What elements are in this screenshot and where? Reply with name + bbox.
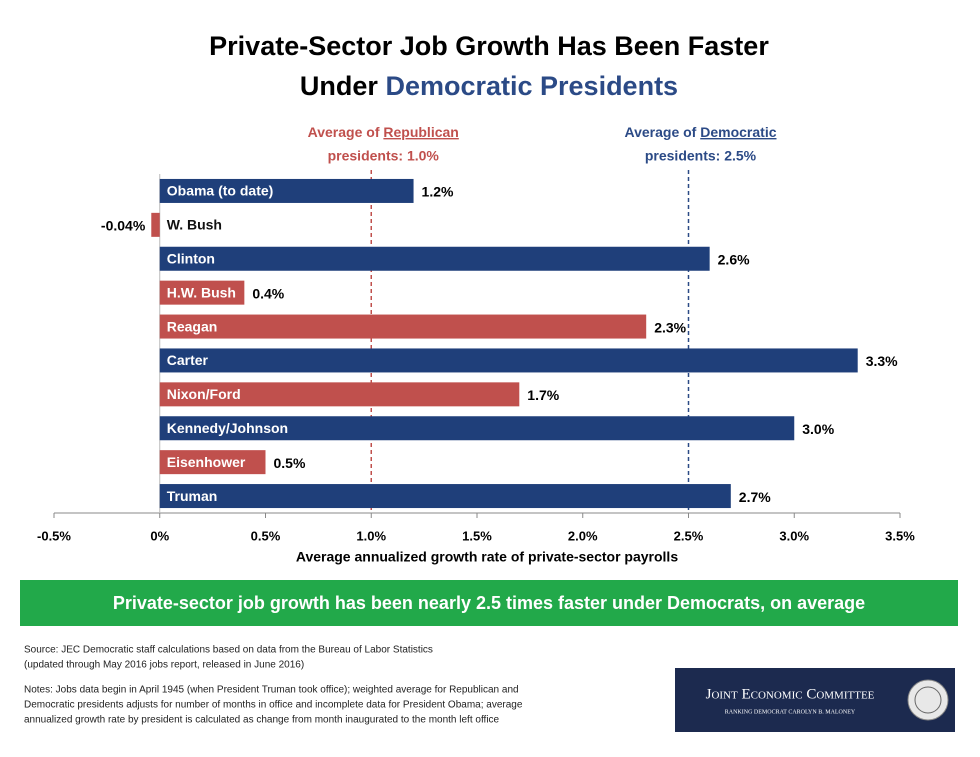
bar [159,450,266,475]
notes: Notes: Jobs data begin in April 1945 (wh… [24,685,519,696]
notes: Democratic presidents adjusts for number… [24,700,523,711]
category-label: W. Bush [167,217,222,233]
bar [159,348,858,373]
bar [159,382,520,407]
logo-seal [914,686,942,714]
x-tick-label: 1.5% [462,528,492,543]
reference-label: Average of Republican [308,124,459,140]
chart-title: Under Democratic Presidents [300,71,678,101]
bar [159,246,710,271]
source: (updated through May 2016 jobs report, r… [24,660,304,671]
x-tick-label: 1.0% [356,528,386,543]
notes: annualized growth rate by president is c… [24,715,500,726]
x-tick-label: 2.5% [674,528,704,543]
x-tick-label: 2.0% [568,528,598,543]
category-label: Carter [167,352,209,368]
title-part: Under [300,71,379,101]
x-tick-label: 3.0% [779,528,809,543]
bar [159,314,647,339]
value-label: 1.2% [422,184,454,200]
value-label: 2.7% [739,489,771,505]
reference-label: presidents: 2.5% [645,148,757,164]
bar [159,416,795,441]
x-axis-title: Average annualized growth rate of privat… [296,549,678,565]
reference-text: Average of [625,124,697,140]
bar [151,212,160,237]
value-label: 0.4% [252,285,284,301]
footnotes: Source: JEC Democratic staff calculation… [24,645,523,726]
x-tick-label: 0% [150,528,169,543]
category-label: Eisenhower [167,454,246,470]
title-highlight: Democratic Presidents [385,71,678,101]
x-tick-label: 3.5% [885,528,915,543]
logo-subtitle: Ranking Democrat Carolyn B. Maloney [725,709,856,715]
category-label: Truman [167,488,218,504]
value-label: 3.3% [866,353,898,369]
bar [159,484,731,509]
value-label: 2.6% [718,251,750,267]
category-label: H.W. Bush [167,284,236,300]
value-label: 0.5% [274,455,306,471]
reference-party: Republican [383,124,458,140]
reference-label: presidents: 1.0% [328,148,440,164]
category-label: Obama (to date) [167,183,274,199]
value-label: 2.3% [654,319,686,335]
logo-title: Joint Economic Committee [706,686,875,702]
reference-label: Average of Democratic [625,124,777,140]
banner-text: Private-sector job growth has been nearl… [113,593,865,613]
bar [159,178,414,203]
value-label: 1.7% [527,387,559,403]
banner [20,580,958,626]
category-label: Clinton [167,250,215,266]
category-label: Reagan [167,318,218,334]
chart-title: Private-Sector Job Growth Has Been Faste… [209,31,769,61]
reference-party: Democratic [700,124,776,140]
category-label: Kennedy/Johnson [167,420,288,436]
logo-seal [907,679,949,721]
value-label: -0.04% [101,218,146,234]
bar [159,280,245,305]
source: Source: JEC Democratic staff calculation… [24,645,433,656]
reference-text: Average of [308,124,380,140]
value-label: 3.0% [802,421,834,437]
x-tick-label: -0.5% [37,528,71,543]
category-label: Nixon/Ford [167,386,241,402]
x-tick-label: 0.5% [251,528,281,543]
